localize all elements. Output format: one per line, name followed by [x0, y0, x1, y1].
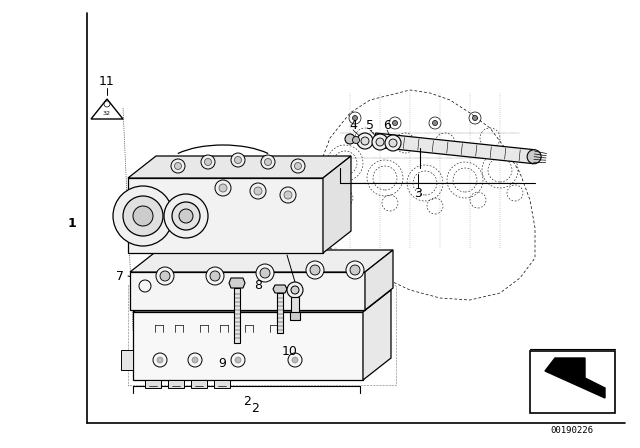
Circle shape — [361, 137, 369, 145]
Circle shape — [205, 159, 211, 165]
Polygon shape — [191, 380, 207, 388]
Bar — [530, 351, 615, 413]
Polygon shape — [130, 250, 393, 272]
Polygon shape — [145, 380, 161, 388]
Circle shape — [392, 121, 397, 125]
Polygon shape — [273, 285, 287, 293]
Polygon shape — [130, 272, 365, 310]
Bar — [290, 312, 300, 320]
Circle shape — [389, 139, 397, 147]
Polygon shape — [545, 358, 605, 398]
Circle shape — [156, 267, 174, 285]
Circle shape — [294, 163, 301, 169]
Circle shape — [234, 156, 241, 164]
Circle shape — [280, 187, 296, 203]
Circle shape — [160, 271, 170, 281]
Polygon shape — [121, 350, 133, 370]
Circle shape — [287, 282, 303, 298]
Circle shape — [385, 135, 401, 151]
Polygon shape — [133, 312, 363, 380]
Circle shape — [261, 155, 275, 169]
Bar — [291, 297, 299, 315]
Text: 2: 2 — [251, 401, 259, 414]
Circle shape — [291, 286, 299, 294]
Circle shape — [219, 184, 227, 192]
Circle shape — [345, 134, 355, 144]
Circle shape — [256, 264, 274, 282]
Circle shape — [260, 268, 270, 278]
Text: 6: 6 — [383, 119, 391, 132]
Circle shape — [310, 265, 320, 275]
Circle shape — [284, 191, 292, 199]
Circle shape — [376, 138, 384, 146]
Polygon shape — [168, 380, 184, 388]
Circle shape — [353, 137, 360, 143]
Circle shape — [171, 159, 185, 173]
Circle shape — [210, 271, 220, 281]
Circle shape — [527, 150, 541, 164]
Circle shape — [433, 121, 438, 125]
Polygon shape — [91, 99, 123, 119]
Circle shape — [206, 267, 224, 285]
Text: 4: 4 — [349, 119, 357, 132]
Circle shape — [133, 206, 153, 226]
Circle shape — [192, 357, 198, 363]
Text: 32: 32 — [103, 111, 111, 116]
Polygon shape — [128, 178, 323, 253]
Text: 2: 2 — [243, 395, 251, 408]
Text: 1: 1 — [68, 216, 76, 229]
Text: 8: 8 — [254, 279, 262, 292]
Circle shape — [292, 357, 298, 363]
Circle shape — [353, 116, 358, 121]
Text: 10: 10 — [282, 345, 298, 358]
Circle shape — [123, 196, 163, 236]
Bar — [234, 288, 240, 343]
Text: 7: 7 — [116, 270, 124, 283]
Circle shape — [113, 186, 173, 246]
Circle shape — [179, 209, 193, 223]
Polygon shape — [363, 290, 391, 380]
Polygon shape — [229, 278, 245, 288]
Circle shape — [215, 180, 231, 196]
Circle shape — [291, 159, 305, 173]
Polygon shape — [365, 250, 393, 310]
Circle shape — [472, 116, 477, 121]
Circle shape — [231, 153, 245, 167]
Circle shape — [372, 134, 388, 150]
Polygon shape — [128, 156, 351, 178]
Circle shape — [250, 183, 266, 199]
Text: 11: 11 — [99, 74, 115, 87]
Circle shape — [306, 261, 324, 279]
Circle shape — [172, 202, 200, 230]
Circle shape — [346, 261, 364, 279]
Text: 00190226: 00190226 — [550, 426, 593, 435]
Circle shape — [264, 159, 271, 165]
Polygon shape — [374, 133, 535, 164]
Circle shape — [164, 194, 208, 238]
Circle shape — [357, 133, 373, 149]
Circle shape — [201, 155, 215, 169]
Circle shape — [254, 187, 262, 195]
Polygon shape — [323, 156, 351, 253]
Circle shape — [235, 357, 241, 363]
Bar — [277, 293, 283, 333]
Circle shape — [175, 163, 182, 169]
Circle shape — [350, 265, 360, 275]
Circle shape — [157, 357, 163, 363]
Polygon shape — [214, 380, 230, 388]
Polygon shape — [133, 290, 391, 312]
Text: 3: 3 — [414, 186, 422, 199]
Text: 9: 9 — [218, 357, 226, 370]
Text: 5: 5 — [366, 119, 374, 132]
